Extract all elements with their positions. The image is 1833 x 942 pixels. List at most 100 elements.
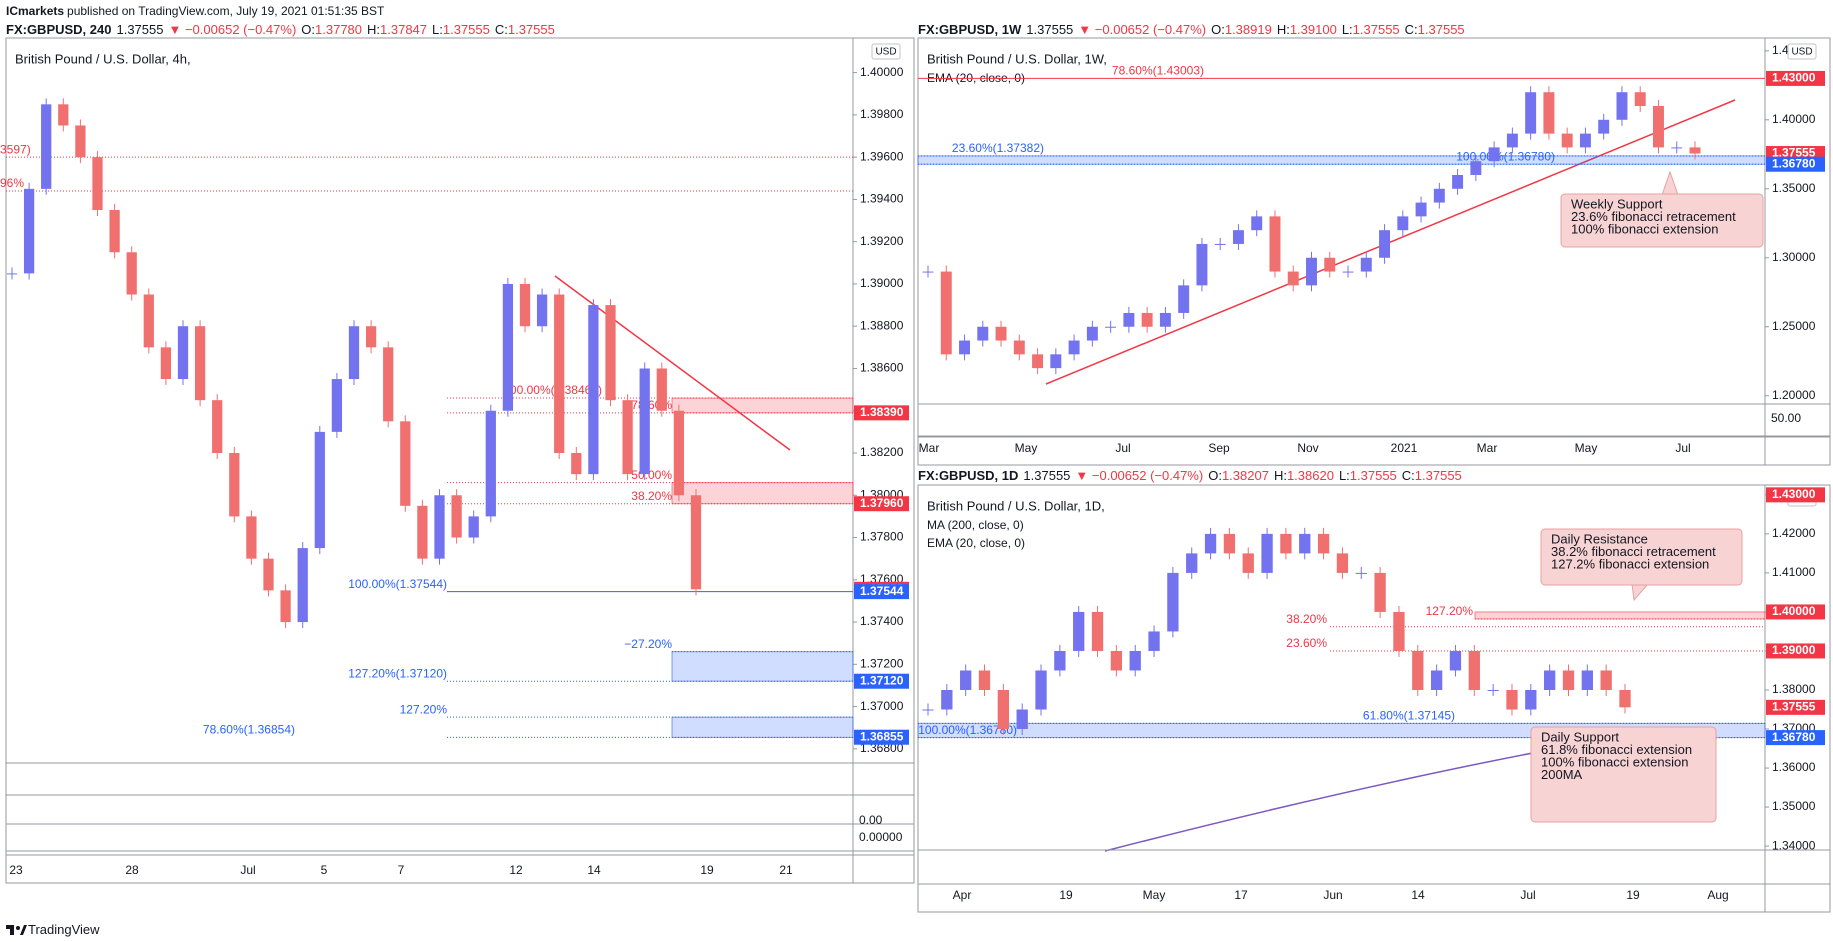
y-tick-label: 1.30000	[1772, 250, 1816, 264]
y-tick-label: 1.39600	[860, 149, 904, 163]
candle	[1433, 188, 1445, 203]
symbol-header: FX:GBPUSD, 240 1.37555 ▼ −0.00652 (−0.47%)…	[6, 22, 560, 37]
candle	[1561, 133, 1573, 148]
price-label-box	[854, 496, 909, 512]
callout-box	[1560, 193, 1764, 248]
y-tick-label: 1.37400	[860, 614, 904, 628]
candle	[959, 340, 971, 355]
price-label: 1.36780	[1772, 156, 1816, 170]
candle	[1035, 670, 1047, 710]
price-label-box	[854, 584, 909, 600]
x-tick-label: Jul	[1115, 441, 1130, 455]
callout-box	[1540, 528, 1743, 586]
candle	[977, 326, 989, 341]
candle	[1287, 271, 1299, 286]
y-tick-label: 1.20000	[1772, 388, 1816, 402]
ohlc-value: 1.38919	[1224, 22, 1272, 37]
fib-label: 78.60%(1.36854)	[203, 723, 295, 737]
candle	[1342, 271, 1354, 273]
candle	[1397, 216, 1409, 231]
price-label: 1.43000	[1772, 487, 1816, 501]
candle	[1360, 257, 1372, 272]
x-tick-label: 19	[700, 863, 714, 877]
x-tick-label: 14	[587, 863, 601, 877]
candle	[1616, 92, 1628, 120]
study-label: EMA (20, close, 0)	[927, 536, 1025, 550]
y-tick-label: 1.41000	[1772, 565, 1816, 579]
ohlc-key: H:	[1276, 22, 1290, 37]
x-tick-label: Apr	[953, 888, 972, 902]
candle	[92, 157, 103, 210]
candle	[1634, 92, 1646, 107]
fib-label: 23.60%	[1286, 636, 1327, 650]
chart-frame	[917, 37, 1831, 466]
candle	[940, 271, 952, 355]
price-label-box	[854, 729, 909, 745]
candle	[58, 104, 69, 126]
fib-label: −27.20%	[624, 637, 672, 651]
price-label: 1.36855	[860, 729, 904, 743]
candle	[468, 516, 479, 538]
ohlc-key: O:	[1208, 468, 1222, 483]
fib-label: 3597)	[0, 142, 31, 156]
candle	[1652, 106, 1664, 148]
candle	[1223, 533, 1236, 554]
y-tick-label: 1.39400	[860, 192, 904, 206]
candle	[941, 689, 953, 710]
fib-label: 50.00%	[631, 468, 672, 482]
y-tick-label: 1.25000	[1772, 319, 1816, 333]
zone	[917, 155, 1766, 165]
candle	[1261, 533, 1273, 573]
candle	[1086, 326, 1098, 341]
last-price: 1.37555	[116, 22, 164, 37]
candle	[1054, 650, 1066, 671]
candle	[922, 709, 934, 711]
x-tick-label: 23	[9, 863, 23, 877]
currency: USD	[875, 47, 896, 58]
x-tick-label: 2021	[1391, 441, 1418, 455]
symbol: FX:GBPUSD, 1D	[918, 468, 1019, 483]
y-tick-label: 1.38800	[860, 318, 904, 332]
x-tick-label: Mar	[919, 441, 940, 455]
y-tick-label: 1.36000	[1772, 760, 1816, 774]
x-tick-label: Jul	[240, 863, 255, 877]
pane-label: 0.00	[859, 813, 883, 827]
ohlc-key: L:	[432, 22, 443, 37]
candle	[1110, 650, 1123, 671]
price-label-box	[854, 673, 909, 689]
ohlc-key: L:	[1338, 468, 1350, 483]
candle	[212, 400, 223, 454]
callout-pointer	[1631, 583, 1650, 602]
candle	[588, 305, 599, 475]
candle	[434, 495, 445, 559]
candle	[1619, 689, 1631, 708]
candle	[519, 283, 531, 327]
candle	[41, 104, 52, 189]
x-tick-label: Jul	[1520, 888, 1535, 902]
ohlc-key: L:	[1341, 22, 1353, 37]
callout-text: 200MA	[1541, 767, 1583, 782]
candle	[1299, 533, 1311, 554]
currency-box	[871, 43, 901, 60]
fib-label: 100.00%(1.36780)	[1456, 149, 1555, 163]
candle	[1013, 340, 1025, 355]
pane-label: 50.00	[1771, 411, 1801, 425]
x-tick-label: May	[1143, 888, 1166, 902]
candle	[1470, 161, 1482, 175]
ohlc-key: H:	[367, 22, 381, 37]
candle	[622, 400, 633, 475]
x-tick-label: Aug	[1707, 888, 1728, 902]
candle	[1068, 340, 1080, 355]
candle	[1430, 670, 1443, 690]
candle	[1280, 533, 1292, 554]
ohlc-key: C:	[1401, 468, 1415, 483]
callout-text: 61.8% fibonacci extension	[1541, 742, 1692, 757]
price-label: 1.43000	[1772, 71, 1816, 85]
x-tick-label: 19	[1059, 888, 1073, 902]
y-tick-label: 1.34000	[1772, 838, 1816, 852]
callout-pointer	[1661, 170, 1679, 196]
x-tick-label: Jun	[1323, 888, 1342, 902]
fib-label: 127.20%	[400, 702, 448, 716]
candle	[400, 421, 411, 506]
x-tick-label: 12	[509, 863, 523, 877]
